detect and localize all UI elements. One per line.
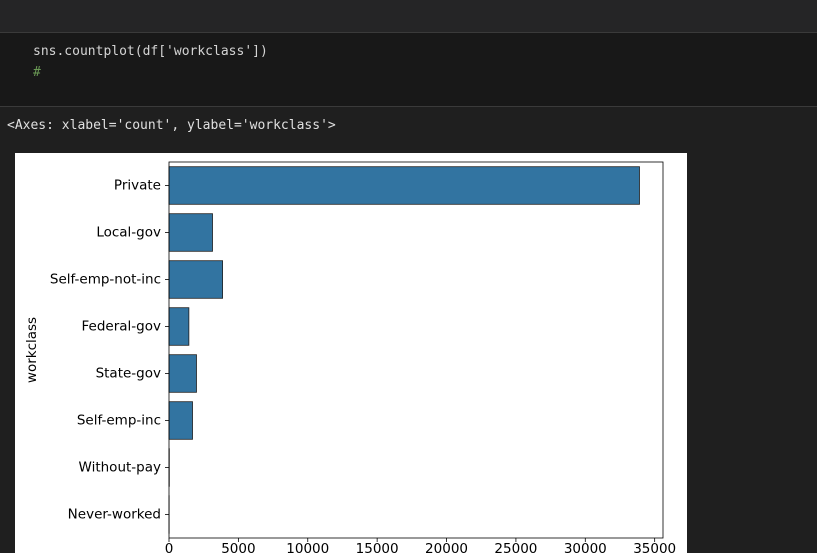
bar (168, 166, 640, 205)
bar (168, 354, 197, 393)
y-tick-label: Local-gov (96, 225, 161, 241)
y-tick-label: Self-emp-inc (77, 413, 161, 429)
bar (168, 401, 193, 440)
bar (168, 260, 223, 299)
plot-frame (168, 161, 664, 539)
x-tick-label: 5000 (221, 541, 255, 553)
y-tick-label: Never-worked (68, 507, 161, 523)
y-axis-label: workclass (24, 317, 40, 383)
x-tick-label: 35000 (633, 541, 676, 553)
x-tick-label: 30000 (564, 541, 607, 553)
y-tick-label: Federal-gov (82, 319, 161, 335)
x-tick-label: 0 (165, 541, 174, 553)
x-tick-label: 20000 (425, 541, 468, 553)
code-comment: # (33, 65, 41, 80)
x-tick-label: 25000 (494, 541, 537, 553)
y-tick-label: State-gov (96, 366, 161, 382)
y-tick-label: Self-emp-not-inc (50, 272, 161, 288)
bar (168, 213, 213, 252)
cell-output: <Axes: xlabel='count', ylabel='workclass… (7, 118, 336, 133)
y-tick-label: Without-pay (79, 460, 161, 476)
bar (168, 307, 190, 346)
code-cell[interactable]: sns.countplot(df['workclass']) # (0, 33, 817, 107)
x-tick-label: 10000 (286, 541, 329, 553)
chart: workclass 0 5000 10000 15000 20000 25000 30000… (15, 153, 687, 553)
toolbar (0, 0, 817, 33)
code-line: sns.countplot(df['workclass']) (33, 44, 268, 59)
y-tick-label: Private (114, 178, 161, 194)
x-tick-label: 15000 (356, 541, 399, 553)
